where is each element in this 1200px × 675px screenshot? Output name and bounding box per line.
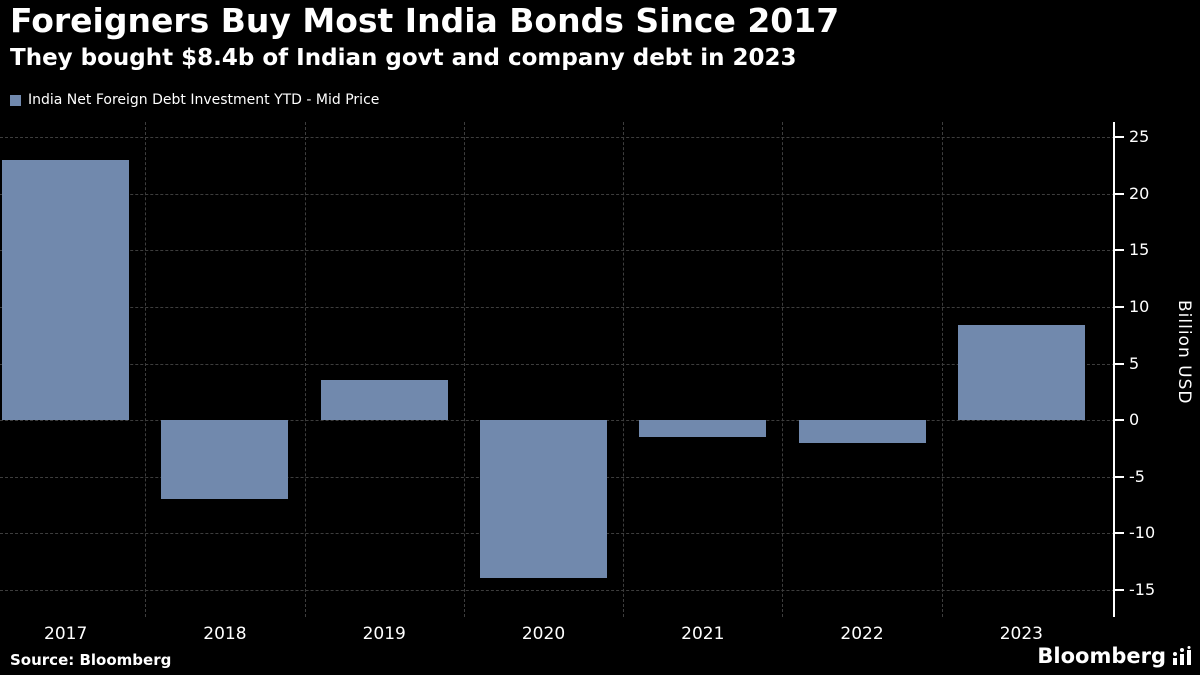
v-gridline	[941, 122, 943, 617]
legend: India Net Foreign Debt Investment YTD - …	[10, 92, 379, 108]
y-tick-label: -10	[1129, 523, 1156, 543]
bar-2022	[799, 420, 926, 443]
y-axis-tick	[1115, 192, 1124, 195]
x-tick-label: 2023	[999, 624, 1043, 644]
h-gridline	[0, 306, 1115, 308]
y-axis-tick	[1115, 532, 1124, 535]
y-axis-tick	[1115, 362, 1124, 365]
chart-subtitle: They bought $8.4b of Indian govt and com…	[10, 45, 797, 71]
v-gridline	[304, 122, 306, 617]
bar-2023	[958, 324, 1085, 421]
h-gridline	[0, 250, 1115, 252]
v-gridline	[623, 122, 625, 617]
bloomberg-logo-text: Bloomberg	[1037, 644, 1166, 668]
y-tick-label: 15	[1129, 240, 1150, 260]
y-axis-tick	[1115, 475, 1124, 478]
legend-label: India Net Foreign Debt Investment YTD - …	[28, 92, 380, 108]
source-note: Source: Bloomberg	[10, 651, 172, 669]
h-gridline	[0, 193, 1115, 195]
x-tick-label: 2020	[521, 624, 566, 644]
x-tick-label: 2018	[203, 624, 247, 644]
v-gridline	[782, 122, 784, 617]
y-tick-label: -5	[1129, 466, 1145, 486]
y-tick-label: 5	[1129, 353, 1140, 373]
y-axis-tick	[1115, 419, 1124, 422]
legend-swatch-icon	[10, 94, 21, 106]
y-axis-tick	[1115, 589, 1124, 591]
bar-2017	[2, 159, 129, 421]
h-gridline	[0, 363, 1115, 365]
y-axis-tick	[1115, 305, 1124, 308]
bar-2020	[480, 420, 607, 578]
y-tick-label: 10	[1129, 296, 1150, 316]
x-tick-label: 2022	[840, 624, 884, 644]
y-axis-line	[1113, 122, 1115, 617]
y-tick-label: 0	[1129, 410, 1140, 430]
bloomberg-logo: Bloomberg	[1037, 644, 1192, 668]
bar-2021	[639, 420, 766, 438]
y-tick-label: -15	[1129, 580, 1156, 599]
bar-2018	[161, 420, 288, 500]
x-tick-label: 2019	[362, 624, 406, 644]
v-gridline	[145, 122, 147, 617]
x-tick-label: 2021	[681, 624, 725, 644]
h-gridline	[0, 137, 1115, 138]
bloomberg-chart-icon	[1172, 646, 1192, 666]
y-axis-tick	[1115, 249, 1124, 252]
y-axis-tick	[1115, 136, 1124, 138]
h-gridline	[0, 590, 1115, 591]
y-axis-title: Billion USD	[1174, 300, 1194, 405]
y-tick-label: 25	[1129, 127, 1150, 146]
chart-title: Foreigners Buy Most India Bonds Since 20…	[10, 1, 840, 40]
y-tick-label: 20	[1129, 183, 1150, 203]
v-gridline	[463, 122, 465, 617]
bar-2019	[321, 380, 448, 421]
x-tick-label: 2017	[44, 624, 88, 644]
plot-area	[0, 122, 1124, 617]
